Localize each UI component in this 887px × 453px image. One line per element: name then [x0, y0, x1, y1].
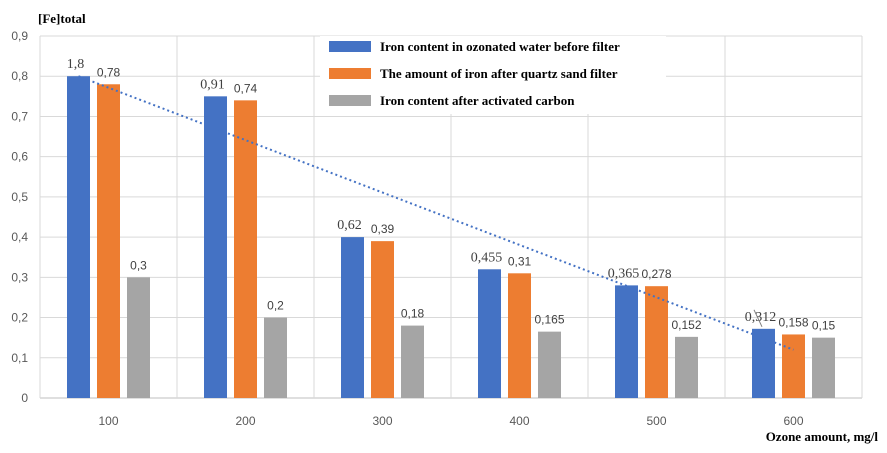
data-label: 0,365 — [608, 266, 640, 281]
x-tick-label: 100 — [98, 414, 118, 428]
y-tick-label: 0,2 — [11, 311, 28, 325]
bar — [645, 286, 668, 398]
bars — [67, 76, 835, 399]
data-label: 0,455 — [471, 250, 503, 265]
legend-swatch — [329, 68, 371, 79]
data-label: 0,39 — [371, 222, 395, 236]
bar — [615, 285, 638, 398]
trendline-line — [78, 75, 794, 351]
bar — [538, 331, 561, 398]
data-label: 0,165 — [534, 313, 564, 327]
bar — [401, 325, 424, 398]
y-tick-label: 0,7 — [11, 109, 28, 123]
trendline — [78, 75, 794, 351]
bar — [371, 241, 394, 398]
leader-line — [753, 309, 763, 328]
data-label: 0,78 — [97, 65, 121, 79]
bar — [264, 317, 287, 398]
y-tick-label: 0,5 — [11, 190, 28, 204]
data-label: 0,278 — [641, 267, 671, 281]
tick-labels: 0 0,1 0,2 0,3 0,4 0,5 0,6 0,7 0,8 0,9 100 200 300 400… — [11, 29, 804, 428]
legend: Iron content in ozonated water before fi… — [320, 36, 666, 114]
bar — [97, 84, 120, 399]
data-label: 0,158 — [778, 315, 808, 329]
data-labels: 1,8 0,91 0,62 0,455 0,365 0,312 0,78 0,74 0,39 0,… — [67, 57, 836, 332]
bar — [67, 76, 90, 398]
legend-background — [320, 36, 666, 114]
data-label: 0,31 — [508, 254, 532, 268]
x-tick-label: 300 — [372, 414, 392, 428]
legend-swatch — [329, 41, 371, 52]
data-label: 0,62 — [337, 218, 362, 233]
y-tick-label: 0,3 — [11, 270, 28, 284]
legend-entry: Iron content in ozonated water before fi… — [380, 39, 620, 54]
bar — [675, 336, 698, 398]
data-label: 0,18 — [401, 307, 425, 321]
bar — [127, 277, 150, 398]
x-tick-label: 200 — [235, 414, 255, 428]
bar — [508, 273, 531, 398]
data-label: 0,91 — [200, 77, 225, 92]
x-tick-label: 400 — [509, 414, 529, 428]
x-axis-title: Ozone amount, mg/l — [766, 429, 879, 444]
x-tick-label: 500 — [646, 414, 666, 428]
bar — [234, 100, 257, 398]
y-tick-label: 0 — [21, 391, 28, 405]
legend-entry: Iron content after activated carbon — [380, 93, 575, 108]
bar — [812, 337, 835, 398]
data-label: 0,15 — [812, 319, 836, 333]
data-label: 0,312 — [745, 310, 777, 325]
y-tick-label: 0,9 — [11, 29, 28, 43]
bar — [341, 237, 364, 398]
data-label: 0,2 — [267, 299, 284, 313]
x-tick-label: 600 — [783, 414, 803, 428]
y-tick-label: 0,6 — [11, 150, 28, 164]
y-axis-title: [Fe]total — [38, 11, 86, 26]
data-label: 0,152 — [671, 318, 701, 332]
data-label: 1,8 — [67, 57, 85, 72]
bar — [204, 96, 227, 398]
bar — [478, 269, 501, 398]
data-label: 0,3 — [130, 258, 147, 272]
bar — [752, 328, 775, 398]
legend-entry: The amount of iron after quartz sand fil… — [380, 66, 618, 81]
data-label: 0,74 — [234, 81, 258, 95]
grid — [39, 35, 863, 399]
legend-swatch — [329, 95, 371, 106]
y-tick-label: 0,1 — [11, 351, 28, 365]
y-tick-label: 0,8 — [11, 69, 28, 83]
y-tick-label: 0,4 — [11, 230, 28, 244]
bar — [782, 334, 805, 398]
